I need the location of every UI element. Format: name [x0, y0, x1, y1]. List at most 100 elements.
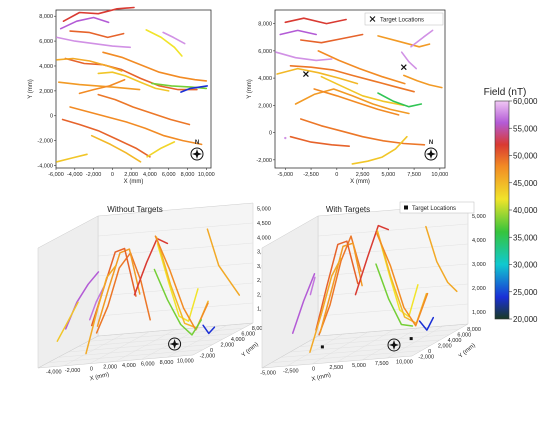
legend-label: Target Locations: [412, 206, 456, 212]
target-marker: [302, 71, 309, 77]
survey-line: [206, 228, 241, 296]
top-right-panel: -5,000 -2,500 0 2,500 5,000 7,500 10,000 8,000 6…: [247, 9, 448, 185]
x-tick-label: 7,500: [375, 361, 389, 367]
survey-line: [145, 29, 183, 57]
survey-line: [418, 316, 435, 331]
x-tick-label: 10,000: [198, 172, 215, 178]
survey-line: [56, 301, 79, 342]
y-tick-label: 6,000: [39, 39, 53, 45]
x-tick-label: 2,000: [124, 172, 138, 178]
x-tick-label: 10,000: [431, 172, 448, 178]
legend-box: [399, 201, 475, 214]
grid-line: [97, 242, 254, 257]
x-tick-label: 0: [335, 172, 338, 178]
y-tick-label: 0: [428, 349, 431, 355]
compass-needle: [192, 152, 202, 156]
survey-line: [354, 224, 390, 296]
survey-line: [180, 85, 208, 93]
north-label: N: [195, 140, 199, 146]
survey-line: [289, 65, 415, 93]
survey-line: [56, 36, 131, 49]
x-tick-label: 0: [312, 367, 315, 373]
z-tick-label: 2,000: [472, 286, 486, 292]
legend-box: [364, 12, 444, 26]
y-tick-label: 6,000: [258, 49, 272, 55]
colorbar-tick-label: 50,000: [513, 152, 538, 161]
grid-line: [97, 302, 254, 317]
x-tick-label: 8,000: [160, 360, 174, 366]
y-tick-label: 6,000: [457, 332, 471, 338]
y-tick-label: 0: [50, 114, 53, 120]
grid-line: [317, 303, 469, 317]
grid-line: [97, 222, 254, 237]
y-tick-label: -2,000: [256, 158, 272, 164]
x-tick-label: 10,000: [177, 358, 194, 364]
x-tick-label: 0: [90, 366, 93, 372]
survey-line: [317, 50, 406, 85]
z-tick-label: 1,000: [472, 310, 486, 316]
survey-line: [59, 16, 110, 30]
x-tick-label: 4,000: [143, 172, 157, 178]
target-marker: [320, 345, 324, 349]
survey-line: [133, 237, 169, 296]
target-marker: [400, 64, 407, 71]
x-tick-label: 6,000: [141, 362, 155, 368]
survey-line: [202, 324, 216, 335]
compass-icon: [190, 147, 204, 161]
y-tick-label: 2,000: [220, 342, 234, 348]
top-left-panel: -6,000 -4,000 -2,000 0 2,000 4,000 6,000 8,000 1…: [28, 6, 215, 185]
survey-line: [146, 141, 176, 158]
survey-line: [400, 51, 418, 70]
survey-line: [64, 57, 198, 91]
compass-needle: [426, 152, 436, 156]
survey-line: [309, 257, 342, 353]
survey-line: [61, 118, 151, 158]
colorbar-tick-label: 40,000: [513, 206, 538, 215]
y-tick-label: -2,000: [37, 139, 53, 145]
y-tick-label: 0: [210, 348, 213, 354]
y-tick-label: -4,000: [37, 164, 53, 170]
x-tick-label: 2,000: [103, 365, 117, 371]
x-tick-label: -5,000: [260, 370, 276, 376]
compass-icon: [424, 147, 438, 161]
survey-line: [284, 17, 347, 25]
y-tick-label: 2,000: [258, 103, 272, 109]
survey-line: [291, 273, 316, 334]
compass-icon: [387, 338, 401, 352]
x-tick-label: 7,500: [407, 172, 421, 178]
compass-needle: [169, 342, 180, 346]
z-tick-label: 5,000: [472, 214, 486, 220]
survey-line: [289, 135, 351, 147]
survey-line: [375, 263, 414, 327]
compass-icon: [168, 337, 182, 351]
survey-line: [156, 243, 199, 322]
y-tick-label: 4,000: [448, 338, 462, 344]
survey-line: [375, 232, 429, 327]
survey-line: [377, 92, 423, 108]
target-marker: [409, 337, 413, 341]
survey-line: [315, 240, 359, 331]
grid-line: [308, 329, 459, 342]
y-tick-label: 6,000: [241, 331, 255, 337]
survey-line: [90, 134, 142, 163]
y-axis-label: Y (mm): [241, 342, 260, 359]
x-axis-label: X (mm): [350, 179, 370, 185]
y-tick-label: 2,000: [39, 89, 53, 95]
colorbar-tick-label: 35,000: [513, 233, 538, 242]
survey-line: [319, 242, 363, 333]
x-tick-label: 4,000: [122, 363, 136, 369]
x-axis-label: X (mm): [311, 372, 332, 383]
panel-title: Without Targets: [107, 205, 162, 214]
survey-line: [97, 93, 191, 126]
legend-marker: [369, 16, 376, 22]
survey-line: [309, 276, 316, 296]
colorbar-gradient: [494, 100, 510, 320]
y-tick-label: -2,000: [418, 355, 434, 361]
colorbar-tick-label: 30,000: [513, 261, 538, 270]
grid-line: [317, 283, 469, 297]
x-tick-label: 2,500: [329, 365, 343, 371]
survey-line: [69, 106, 203, 146]
bottom-left-panel: -4,000 -2,000 0 2,000 4,000 6,000 8,000 10,000-…: [37, 202, 285, 382]
colorbar-title: Field (nT): [484, 87, 527, 98]
